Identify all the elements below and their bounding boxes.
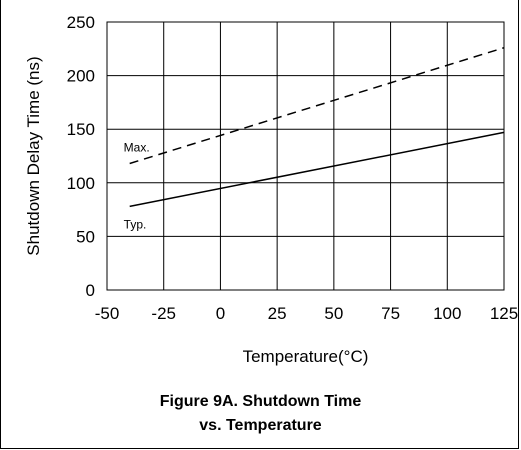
series-label-max: Max.	[124, 141, 150, 155]
y-tick-label: 100	[67, 174, 95, 193]
y-tick-label: 250	[67, 13, 95, 32]
y-axis-label: Shutdown Delay Time (ns)	[24, 56, 43, 255]
tick-labels: -50 -25 0 25 50 75 100 125 0 50 100 150 200 250	[67, 13, 519, 323]
figure-caption: Figure 9A. Shutdown Time vs. Temperature	[1, 390, 520, 438]
x-tick-label: -50	[95, 304, 120, 323]
caption-line-2: vs. Temperature	[199, 417, 322, 434]
series-annotations: Max. Typ.	[124, 141, 150, 232]
caption-line-1: Figure 9A. Shutdown Time	[159, 393, 362, 410]
y-tick-label: 0	[86, 281, 95, 300]
x-tick-label: 50	[324, 304, 343, 323]
y-tick-label: 200	[67, 67, 95, 86]
x-tick-label: 75	[381, 304, 400, 323]
series-label-typ: Typ.	[124, 217, 147, 231]
x-axis-label: Temperature(°C)	[243, 347, 369, 366]
grid	[106, 21, 505, 291]
y-tick-label: 150	[67, 120, 95, 139]
series-layer	[129, 47, 505, 208]
series-line-max	[129, 47, 505, 165]
x-tick-label: 125	[490, 304, 518, 323]
x-tick-label: 0	[216, 304, 225, 323]
x-tick-label: 25	[268, 304, 287, 323]
x-tick-label: -25	[151, 304, 176, 323]
chart: -50 -25 0 25 50 75 100 125 0 50 100 150 200 250 Tempe…	[24, 13, 519, 366]
plot-border	[106, 21, 505, 291]
x-tick-label: 100	[433, 304, 461, 323]
y-tick-label: 50	[76, 227, 95, 246]
series-line-typ	[129, 131, 505, 208]
